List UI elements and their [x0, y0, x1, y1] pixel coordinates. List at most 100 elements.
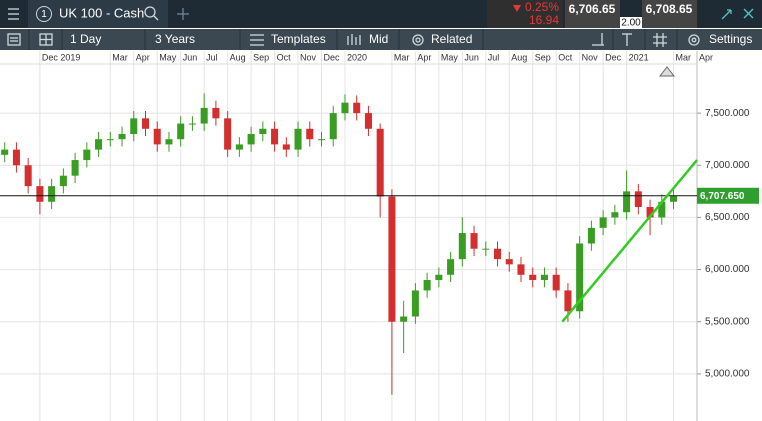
candle-body: [235, 144, 243, 150]
settings-button[interactable]: Settings: [709, 32, 752, 46]
candle-body: [83, 149, 91, 161]
candle-body: [341, 102, 349, 114]
candle-body: [505, 259, 513, 265]
candle-body: [165, 139, 173, 145]
candle-body: [177, 123, 185, 140]
settings-icon[interactable]: [688, 34, 700, 46]
x-tick-label: Nov: [300, 52, 317, 62]
candle-body: [12, 149, 20, 166]
trendline: [561, 159, 698, 323]
x-tick-label: May: [159, 52, 177, 62]
draw-icon[interactable]: [592, 33, 604, 46]
change-percent: 0.25%: [525, 0, 559, 14]
candle-body: [576, 243, 584, 312]
expand-icon[interactable]: [721, 9, 732, 20]
list-icon[interactable]: [7, 33, 21, 46]
price-type-icon: [347, 34, 361, 45]
candle-body: [259, 128, 267, 134]
candle-body: [423, 279, 431, 291]
candle-body: [611, 212, 619, 218]
candle-body: [494, 248, 502, 260]
y-tick-label: 5,500.000: [705, 316, 750, 327]
candle-body: [435, 274, 443, 280]
candle-body: [458, 233, 466, 260]
candle-body: [388, 196, 396, 322]
related-button[interactable]: Related: [431, 32, 472, 46]
candle-body: [447, 259, 455, 275]
candle-body: [470, 233, 478, 249]
candle-body: [376, 128, 384, 197]
price-type-button[interactable]: Mid: [369, 32, 388, 46]
range-button[interactable]: 3 Years: [155, 32, 195, 46]
candle-body: [282, 144, 290, 150]
x-tick-label: Sep: [535, 52, 551, 62]
search-icon[interactable]: [144, 6, 159, 21]
spread-box: [620, 17, 642, 28]
x-tick-label: Apr: [417, 52, 431, 62]
text-icon[interactable]: [622, 33, 632, 46]
candle-body: [634, 191, 642, 207]
candle-body: [200, 107, 208, 124]
candle-body: [540, 274, 548, 280]
x-tick-label: Jul: [206, 52, 218, 62]
layout-icon[interactable]: [39, 33, 53, 46]
last-price-tag: [697, 187, 759, 204]
event-marker[interactable]: [658, 66, 676, 77]
candle-body: [353, 102, 361, 114]
x-tick-label: May: [441, 52, 459, 62]
candle-body: [188, 123, 196, 125]
y-tick-label: 6,500.000: [705, 212, 750, 223]
x-tick-label: Apr: [699, 52, 713, 62]
x-tick-label: Jun: [183, 52, 198, 62]
down-arrow: [513, 5, 521, 12]
x-tick-label: 2021: [629, 52, 649, 62]
x-tick-label: Jul: [488, 52, 500, 62]
last-price-label: 6,707.650: [700, 191, 745, 202]
x-tick-label: Oct: [558, 52, 573, 62]
candle-body: [529, 274, 537, 280]
candle-body: [36, 186, 44, 202]
x-tick-label: Sep: [253, 52, 269, 62]
candle-body: [271, 128, 279, 145]
candle-body: [153, 128, 161, 145]
menu-button[interactable]: [8, 8, 19, 20]
y-tick-label: 5,000.000: [705, 368, 750, 379]
candle-body: [411, 290, 419, 317]
candle-body: [294, 128, 302, 150]
interval-button[interactable]: 1 Day: [70, 32, 101, 46]
candle-body: [106, 139, 114, 141]
candle-body: [59, 175, 67, 187]
sell-button[interactable]: [565, 0, 620, 28]
candle-body: [599, 217, 607, 228]
candle-body: [329, 113, 337, 140]
candle-body: [224, 118, 232, 150]
close-icon[interactable]: [743, 8, 754, 19]
candle-body: [564, 290, 572, 312]
candle-body: [95, 139, 103, 150]
buy-button[interactable]: [642, 0, 697, 28]
candle-body: [48, 186, 56, 202]
x-tick-label: Dec: [324, 52, 341, 62]
candle-body: [587, 227, 595, 244]
candle-body: [71, 160, 79, 176]
x-tick-label: Mar: [676, 52, 692, 62]
x-tick-label: Jun: [464, 52, 479, 62]
templates-icon: [250, 34, 264, 46]
add-tab[interactable]: [177, 8, 189, 20]
chart-area: [0, 51, 762, 421]
buy-price: 6,708.65: [646, 2, 693, 16]
y-tick-label: 6,000.000: [705, 264, 750, 275]
grid-icon[interactable]: [653, 33, 667, 47]
x-tick-label: Aug: [511, 52, 527, 62]
spread: 2.00: [621, 18, 641, 29]
candle-body: [658, 201, 666, 218]
candle-body: [317, 139, 326, 141]
candle-body: [400, 316, 408, 322]
x-tick-label: Dec: [605, 52, 622, 62]
plot: 6,707.650: [0, 93, 759, 395]
templates-button[interactable]: Templates: [271, 32, 326, 46]
x-tick-label: Oct: [277, 52, 292, 62]
x-tick-label: Mar: [112, 52, 128, 62]
y-tick-label: 7,000.000: [705, 160, 750, 171]
toolbar: [0, 29, 762, 50]
